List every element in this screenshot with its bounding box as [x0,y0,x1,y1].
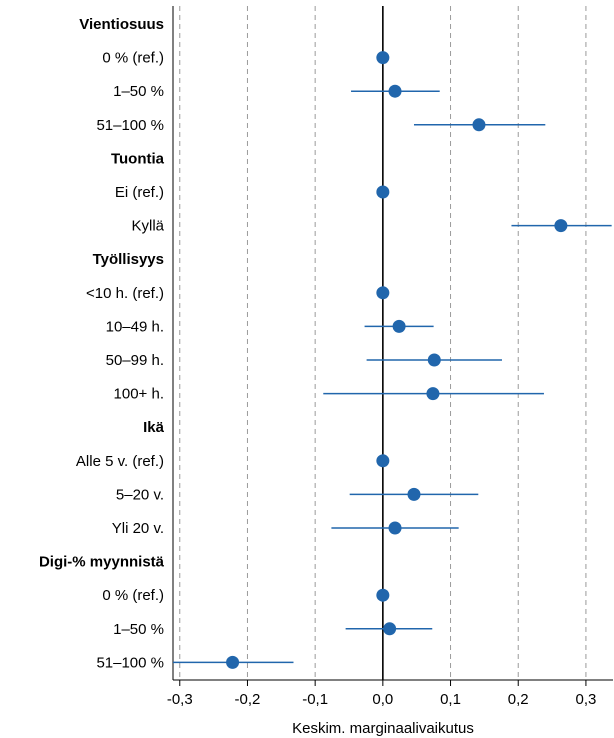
row-label: Yli 20 v. [112,520,164,537]
estimate-point [383,622,397,636]
estimate-point [407,487,421,501]
row-label: Kyllä [131,218,164,235]
estimate-point [388,521,402,535]
row-label: 51–100 % [96,654,164,671]
gridlines [179,6,587,680]
row-label: 1–50 % [113,83,164,100]
row-label: Ei (ref.) [115,184,164,201]
x-tick-label: 0,3 [575,691,596,708]
x-tick-label: 0,2 [508,691,529,708]
x-tick-label: -0,2 [235,691,261,708]
group-heading: Ikä [143,419,165,436]
row-label: 51–100 % [96,117,164,134]
estimate-point [392,319,406,333]
group-heading: Vientiosuus [79,16,164,33]
x-tick-label: 0,0 [372,691,393,708]
group-heading: Digi-% myynnistä [39,554,165,571]
row-label: 1–50 % [113,621,164,638]
row-label: 100+ h. [114,386,164,403]
estimate-point [376,286,390,300]
estimates [173,51,612,669]
row-label: 50–99 h. [106,352,164,369]
estimate-point [376,588,390,602]
group-heading: Tuontia [111,150,165,167]
row-label: 0 % (ref.) [102,50,164,67]
group-heading: Työllisyys [93,251,164,268]
x-axis: Keskim. marginaalivaikutus -0,3 -0,2 -0,1 0… [167,6,613,737]
row-label: 0 % (ref.) [102,587,164,604]
estimate-point [376,51,390,65]
estimate-point [554,219,568,233]
estimate-point [388,84,402,98]
estimate-point [226,655,240,669]
estimate-point [426,387,440,401]
estimate-point [376,454,390,468]
row-label: 5–20 v. [116,486,164,503]
row-label: <10 h. (ref.) [86,285,164,302]
estimate-point [472,118,486,132]
x-tick-label: 0,1 [440,691,461,708]
row-label: 10–49 h. [106,318,164,335]
x-tick-label: -0,3 [167,691,193,708]
row-label: Alle 5 v. (ref.) [76,453,164,470]
x-tick-label: -0,1 [302,691,328,708]
x-axis-title: Keskim. marginaalivaikutus [292,720,474,737]
estimate-point [427,353,441,367]
estimate-point [376,185,390,199]
row-labels: Vientiosuus 0 % (ref.) 1–50 % 51–100 % Tuont… [39,16,165,671]
